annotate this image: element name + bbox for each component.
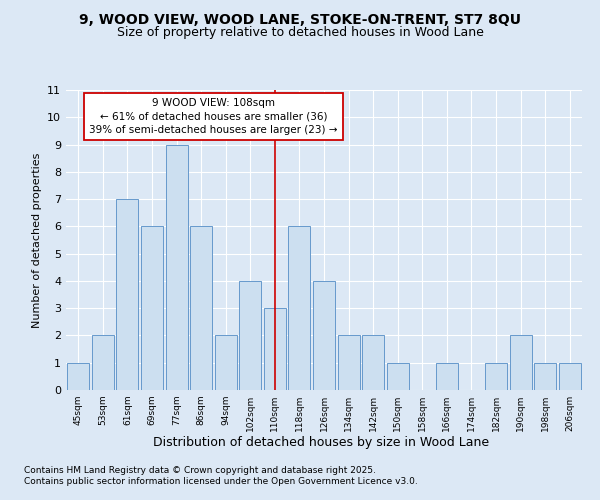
Bar [509,336,532,390]
Text: 9 WOOD VIEW: 108sqm
← 61% of detached houses are smaller (36)
39% of semi-detach: 9 WOOD VIEW: 108sqm ← 61% of detached ho… [89,98,338,134]
Bar [215,336,237,390]
Bar [92,336,114,390]
Bar [239,281,262,390]
Bar [534,362,556,390]
Bar [338,336,359,390]
Bar [67,362,89,390]
Bar [386,362,409,390]
Bar [436,362,458,390]
Text: Distribution of detached houses by size in Wood Lane: Distribution of detached houses by size … [153,436,489,449]
Text: Contains public sector information licensed under the Open Government Licence v3: Contains public sector information licen… [24,477,418,486]
Bar [190,226,212,390]
Text: Contains HM Land Registry data © Crown copyright and database right 2025.: Contains HM Land Registry data © Crown c… [24,466,376,475]
Bar [166,144,188,390]
Text: 9, WOOD VIEW, WOOD LANE, STOKE-ON-TRENT, ST7 8QU: 9, WOOD VIEW, WOOD LANE, STOKE-ON-TRENT,… [79,12,521,26]
Bar [559,362,581,390]
Text: Size of property relative to detached houses in Wood Lane: Size of property relative to detached ho… [116,26,484,39]
Bar [362,336,384,390]
Bar [485,362,507,390]
Bar [141,226,163,390]
Y-axis label: Number of detached properties: Number of detached properties [32,152,41,328]
Bar [264,308,286,390]
Bar [116,199,139,390]
Bar [289,226,310,390]
Bar [313,281,335,390]
